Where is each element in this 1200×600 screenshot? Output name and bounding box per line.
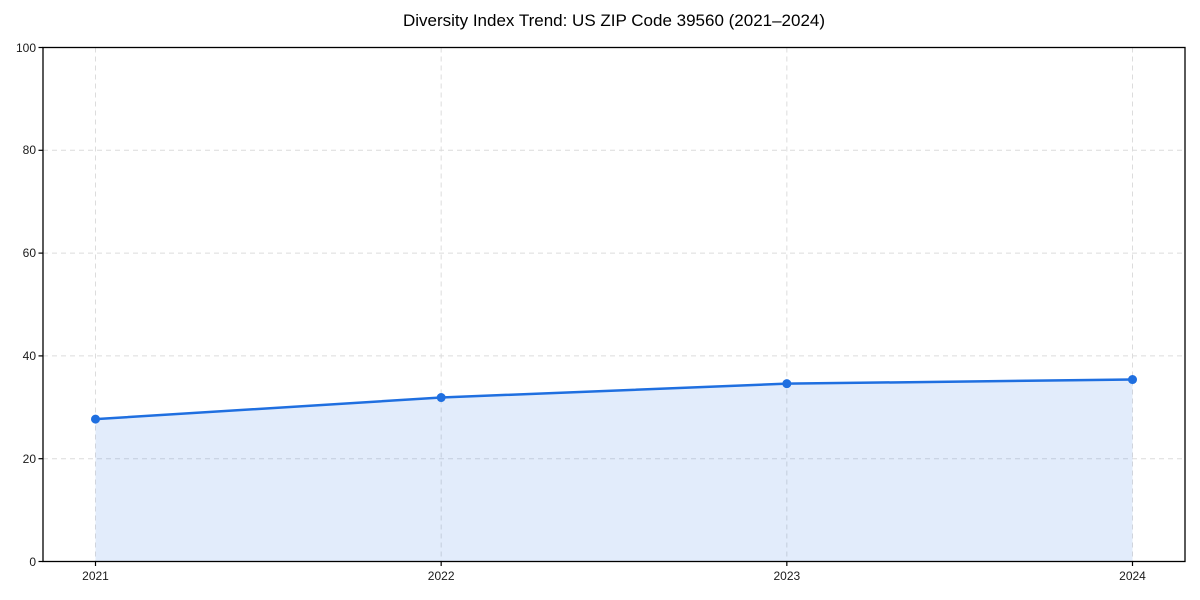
x-axis-tick-label: 2021 <box>82 568 109 583</box>
y-axis-tick-label: 0 <box>29 554 36 569</box>
x-axis-tick-label: 2022 <box>427 568 455 583</box>
plot-frame <box>42 46 1186 563</box>
chart-title: Diversity Index Trend: US ZIP Code 39560… <box>402 11 826 30</box>
x-axis-tick-label: 2023 <box>773 568 801 583</box>
trend-line <box>95 378 1133 421</box>
x-axis-tick-label: 2024 <box>1119 568 1146 583</box>
data-point-2023 <box>782 379 792 389</box>
area-fill <box>95 379 1133 562</box>
data-point-2024 <box>1128 375 1137 385</box>
y-axis-tick-label: 40 <box>22 348 36 363</box>
data-point-2021 <box>91 414 100 424</box>
data-point-2022 <box>436 393 446 403</box>
y-axis-tick-label: 20 <box>22 451 36 466</box>
y-axis-tick-label: 100 <box>15 40 36 55</box>
y-axis-tick-label: 80 <box>22 143 36 158</box>
y-axis-tick-label: 60 <box>22 246 36 261</box>
